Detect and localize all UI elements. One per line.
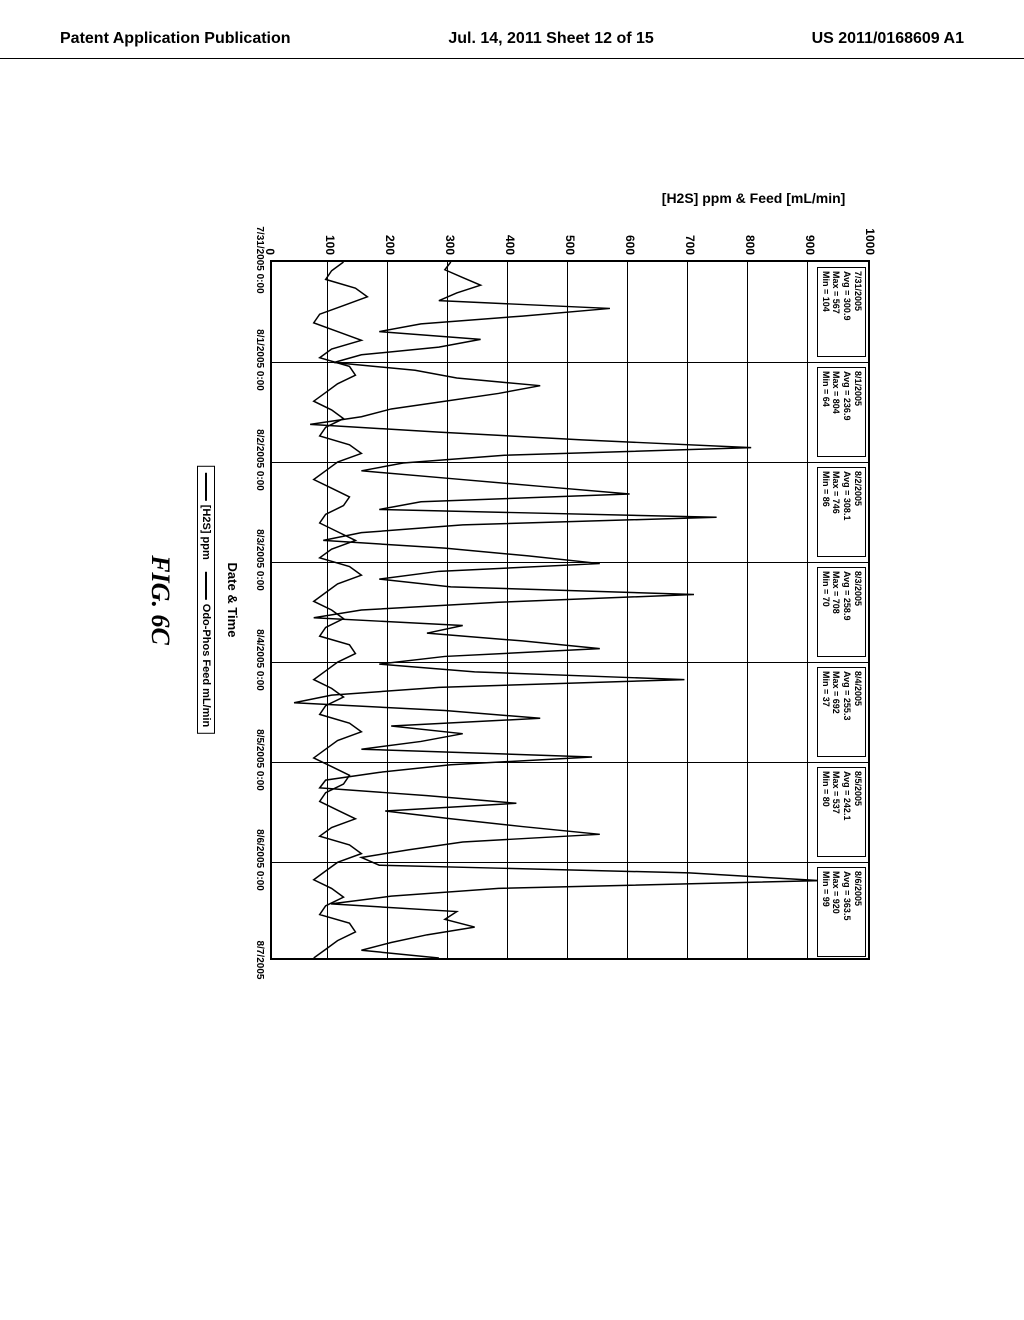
stat-box: 8/6/2005Avg = 363.5Max = 920Min = 99 bbox=[817, 867, 866, 957]
gridline-h bbox=[747, 262, 748, 958]
chart-container: [H2S] ppm & Feed [mL/min] 7/31/2005Avg =… bbox=[120, 200, 920, 1000]
y-tick: 300 bbox=[443, 235, 457, 255]
header-left: Patent Application Publication bbox=[60, 30, 291, 48]
x-tick: 8/6/2005 0:00 bbox=[254, 829, 265, 891]
stat-box: 7/31/2005Avg = 300.9Max = 567Min = 104 bbox=[817, 267, 866, 357]
legend-item-h2s: [H2S] ppm bbox=[200, 473, 212, 560]
x-tick: 8/2/2005 0:00 bbox=[254, 429, 265, 491]
gridline-v bbox=[272, 762, 868, 763]
legend-line-icon bbox=[205, 572, 207, 600]
gridline-v bbox=[272, 362, 868, 363]
header-center: Jul. 14, 2011 Sheet 12 of 15 bbox=[448, 30, 653, 48]
x-tick-end: 8/7/2005 bbox=[254, 941, 265, 980]
legend-item-feed: Odo-Phos Feed mL/min bbox=[200, 572, 212, 727]
y-tick: 1000 bbox=[863, 228, 877, 255]
x-tick: 8/5/2005 0:00 bbox=[254, 729, 265, 791]
gridline-h bbox=[507, 262, 508, 958]
x-tick: 8/1/2005 0:00 bbox=[254, 329, 265, 391]
y-tick: 500 bbox=[563, 235, 577, 255]
gridline-h bbox=[567, 262, 568, 958]
y-axis-label: [H2S] ppm & Feed [mL/min] bbox=[662, 190, 846, 206]
gridline-v bbox=[272, 662, 868, 663]
gridline-h bbox=[627, 262, 628, 958]
stat-box: 8/2/2005Avg = 308.1Max = 746Min = 86 bbox=[817, 467, 866, 557]
page-header: Patent Application Publication Jul. 14, … bbox=[0, 0, 1024, 59]
gridline-v bbox=[272, 562, 868, 563]
gridline-v bbox=[272, 462, 868, 463]
header-right: US 2011/0168609 A1 bbox=[812, 30, 964, 48]
x-tick: 7/31/2005 0:00 bbox=[254, 226, 265, 293]
y-tick: 400 bbox=[503, 235, 517, 255]
plot-area: 7/31/2005Avg = 300.9Max = 567Min = 104 8/… bbox=[270, 260, 870, 960]
legend-label: [H2S] ppm bbox=[200, 505, 212, 560]
legend-label: Odo-Phos Feed mL/min bbox=[200, 604, 212, 727]
trace-h2s bbox=[294, 262, 820, 958]
legend: [H2S] ppm Odo-Phos Feed mL/min bbox=[197, 466, 215, 734]
gridline-h bbox=[447, 262, 448, 958]
y-tick: 600 bbox=[623, 235, 637, 255]
y-tick: 800 bbox=[743, 235, 757, 255]
chart-traces bbox=[272, 262, 868, 958]
y-tick: 200 bbox=[383, 235, 397, 255]
stat-box: 8/3/2005Avg = 258.9Max = 708Min = 70 bbox=[817, 567, 866, 657]
gridline-v bbox=[272, 862, 868, 863]
stat-box: 8/4/2005Avg = 255.3Max = 692Min = 37 bbox=[817, 667, 866, 757]
figure-caption: FIG. 6C bbox=[145, 555, 175, 645]
y-tick: 900 bbox=[803, 235, 817, 255]
gridline-h bbox=[807, 262, 808, 958]
stat-box: 8/1/2005Avg = 236.9Max = 804Min = 64 bbox=[817, 367, 866, 457]
gridline-h bbox=[327, 262, 328, 958]
gridline-h bbox=[387, 262, 388, 958]
gridline-h bbox=[687, 262, 688, 958]
x-tick: 8/3/2005 0:00 bbox=[254, 529, 265, 591]
legend-line-icon bbox=[205, 473, 207, 501]
y-tick: 700 bbox=[683, 235, 697, 255]
stat-box: 8/5/2005Avg = 242.1Max = 537Min = 80 bbox=[817, 767, 866, 857]
x-axis-label: Date & Time bbox=[225, 563, 240, 638]
x-tick: 8/4/2005 0:00 bbox=[254, 629, 265, 691]
y-tick: 100 bbox=[323, 235, 337, 255]
y-tick: 0 bbox=[263, 248, 277, 255]
